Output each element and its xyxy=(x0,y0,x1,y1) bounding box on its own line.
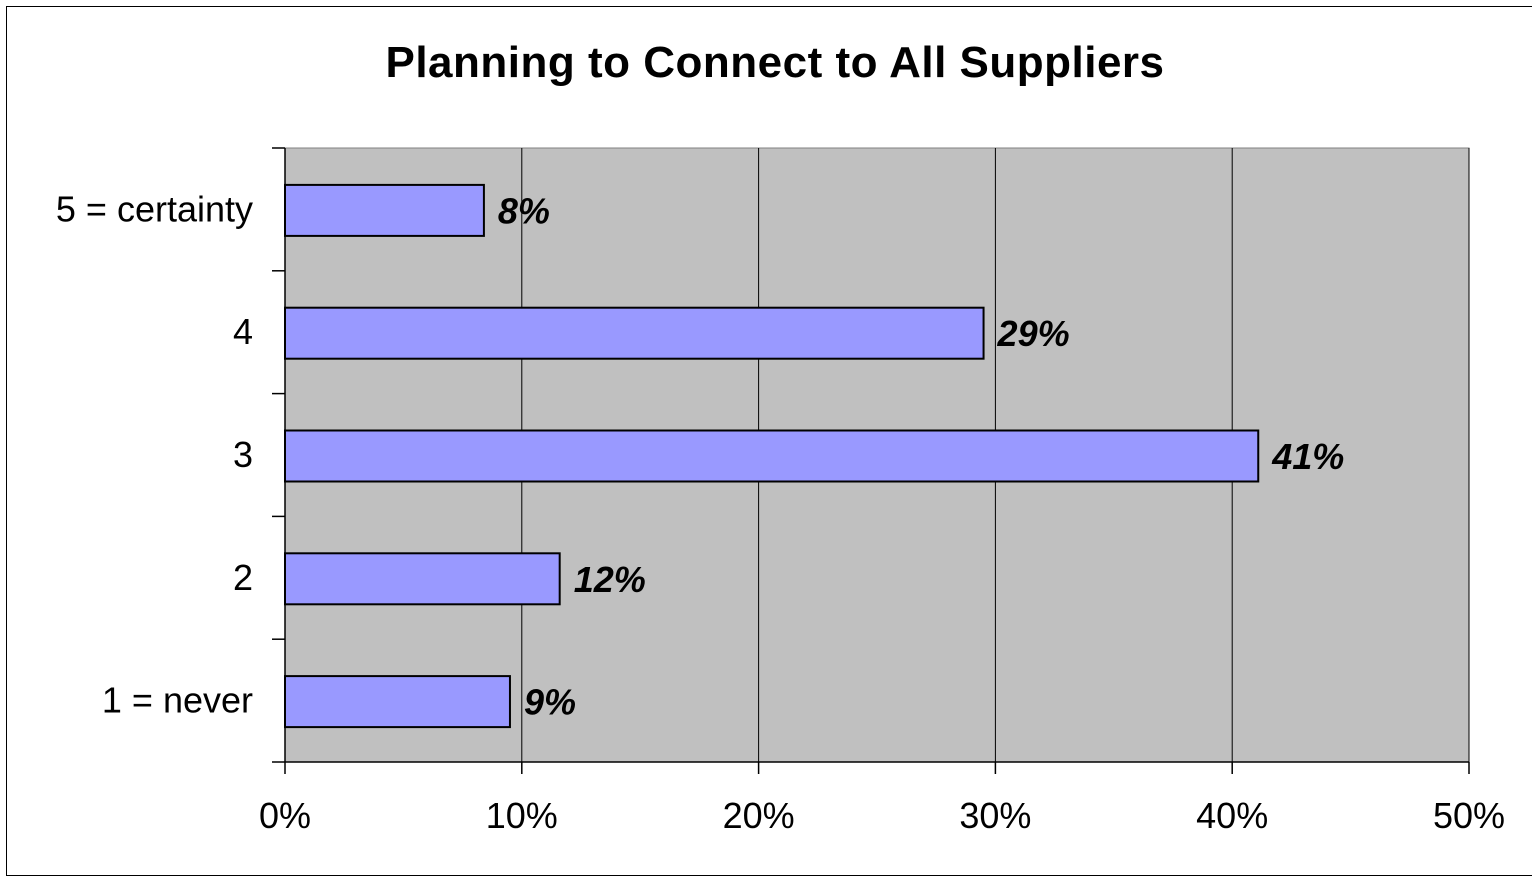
data-label-4: 12% xyxy=(574,559,646,600)
axis-group xyxy=(272,147,1470,774)
x-tick-label-40: 40% xyxy=(1196,795,1268,836)
category-label-3: 3 xyxy=(233,434,253,475)
category-label-5: 1 = never xyxy=(102,680,253,721)
category-label-2: 4 xyxy=(233,311,253,352)
x-tick-label-10: 10% xyxy=(486,795,558,836)
bar-5 xyxy=(284,675,511,729)
x-tick-label-0: 0% xyxy=(259,795,311,836)
bar-1 xyxy=(284,183,485,237)
data-label-5: 9% xyxy=(524,682,576,723)
x-tick-label-20: 20% xyxy=(723,795,795,836)
bar-group xyxy=(284,183,1260,729)
bar-3 xyxy=(284,429,1260,483)
x-tick-label-50: 50% xyxy=(1433,795,1505,836)
data-label-3: 41% xyxy=(1271,436,1344,477)
x-tick-label-30: 30% xyxy=(959,795,1031,836)
bar-2 xyxy=(284,306,985,360)
data-label-1: 8% xyxy=(498,190,550,231)
category-label-1: 5 = certainty xyxy=(56,188,253,229)
category-label-4: 2 xyxy=(233,557,253,598)
data-label-2: 29% xyxy=(997,313,1070,354)
bar-4 xyxy=(284,552,561,606)
chart-title: Planning to Connect to All Suppliers xyxy=(385,38,1165,87)
